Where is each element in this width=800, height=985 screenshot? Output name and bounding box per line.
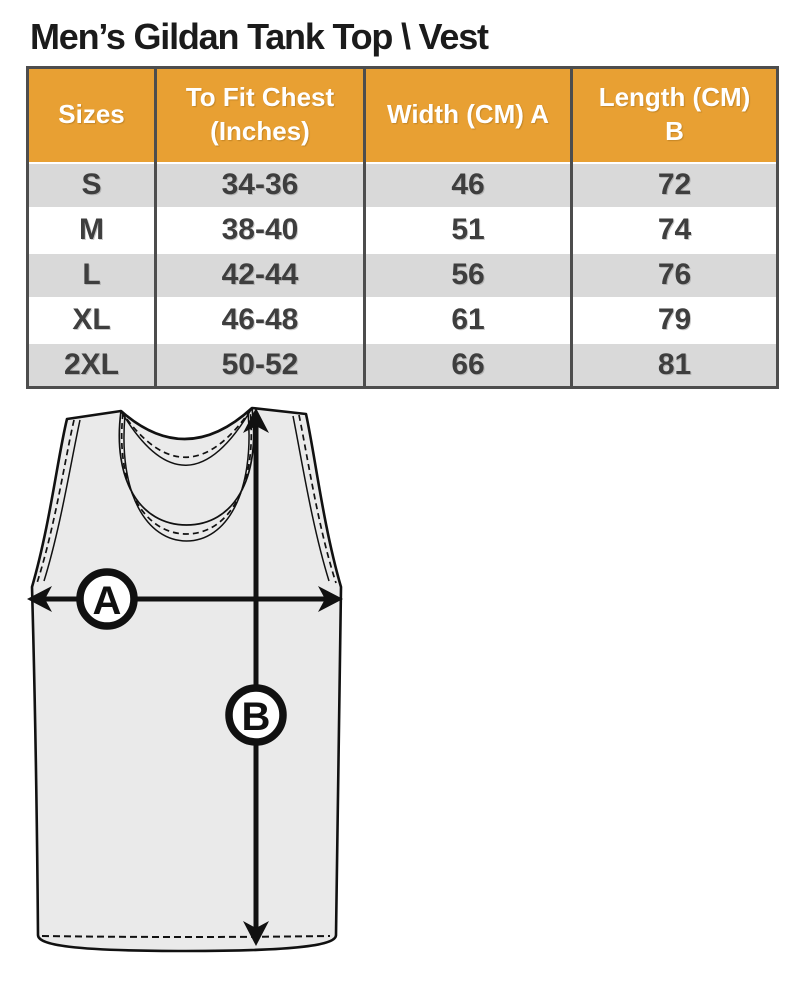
size-cell: S — [27, 162, 156, 209]
right-armhole-stitch-line — [298, 414, 337, 584]
hem-stitch-line — [41, 935, 331, 938]
length-cell: 72 — [570, 162, 778, 209]
page-title: Men’s Gildan Tank Top \ Vest — [30, 16, 489, 57]
table-row-2xl: 2XL 50-52 66 81 — [27, 342, 778, 389]
length-cell: 79 — [570, 297, 778, 344]
width-cell: 51 — [363, 207, 572, 254]
table-row-l: L 42-44 56 76 — [27, 252, 778, 299]
size-cell: 2XL — [27, 342, 156, 389]
measurement-diagram: A B — [0, 395, 800, 973]
col-header-length: Length (CM) B — [570, 67, 778, 164]
size-cell: XL — [27, 297, 156, 344]
length-cell: 81 — [570, 342, 778, 389]
length-label-circle: B — [225, 684, 287, 746]
col-header-sizes: Sizes — [27, 67, 156, 164]
table-row-m: M 38-40 51 74 — [27, 207, 778, 254]
size-chart-body: S 34-36 46 72 M 38-40 51 74 L 42-44 56 7… — [27, 162, 778, 389]
size-chart-table: Sizes To Fit Chest (Inches) Width (CM) A… — [26, 66, 779, 389]
length-cell: 76 — [570, 252, 778, 299]
chest-cell: 50-52 — [154, 342, 365, 389]
chest-cell: 46-48 — [154, 297, 365, 344]
table-row-s: S 34-36 46 72 — [27, 162, 778, 209]
chest-cell: 38-40 — [154, 207, 365, 254]
width-cell: 56 — [363, 252, 572, 299]
width-label: A — [93, 579, 122, 623]
left-armhole-inner-edge — [43, 419, 81, 582]
length-arrow — [243, 408, 269, 946]
width-cell: 46 — [363, 162, 572, 209]
front-neckline-outer-edge — [118, 407, 255, 526]
back-neck-stitch-line — [120, 407, 253, 458]
back-neck-inner-edge — [120, 407, 253, 466]
chest-cell: 34-36 — [154, 162, 365, 209]
size-cell: M — [27, 207, 156, 254]
arrowhead-down — [243, 921, 269, 946]
tank-top-diagram: A B — [27, 406, 343, 953]
col-header-width: Width (CM) A — [363, 67, 572, 164]
arrowhead-right — [318, 586, 343, 612]
width-cell: 66 — [363, 342, 572, 389]
size-chart-header: Sizes To Fit Chest (Inches) Width (CM) A… — [27, 67, 778, 164]
right-armhole-inner-edge — [292, 415, 330, 582]
arrowhead-up — [243, 408, 269, 433]
length-cell: 74 — [570, 207, 778, 254]
header-row: Sizes To Fit Chest (Inches) Width (CM) A… — [27, 67, 778, 164]
col-header-chest: To Fit Chest (Inches) — [154, 67, 365, 164]
front-neckline-inner-edge — [123, 411, 250, 542]
left-armhole-stitch-line — [36, 419, 75, 584]
arrowhead-left — [27, 586, 52, 612]
table-row-xl: XL 46-48 61 79 — [27, 297, 778, 344]
width-label-circle: A — [76, 568, 138, 630]
front-neckline-stitch-line — [120, 409, 253, 535]
chest-cell: 42-44 — [154, 252, 365, 299]
length-label: B — [242, 695, 271, 739]
size-cell: L — [27, 252, 156, 299]
tank-top-outline — [30, 406, 343, 953]
width-cell: 61 — [363, 297, 572, 344]
